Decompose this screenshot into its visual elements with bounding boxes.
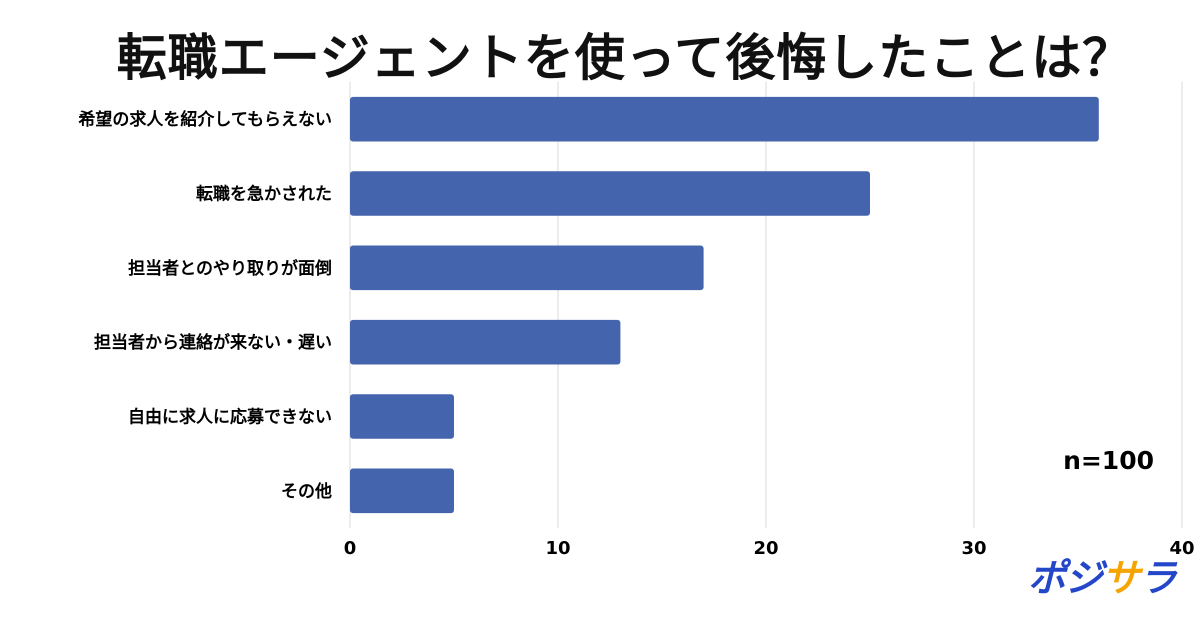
category-label: 自由に求人に応募できない: [128, 407, 332, 428]
logo-text-main: ポジ: [1027, 556, 1103, 600]
brand-logo: ポジサラ: [1027, 547, 1177, 602]
logo-text-end: ラ: [1138, 556, 1177, 600]
x-tick-label: 10: [545, 538, 570, 559]
sample-size-annotation: n=100: [1063, 446, 1154, 475]
x-tick-label: 0: [344, 538, 357, 559]
category-label: 担当者とのやり取りが面倒: [128, 258, 332, 279]
x-tick-label: 30: [961, 538, 986, 559]
bar: [350, 96, 1099, 142]
bar: [350, 171, 870, 216]
category-labels: 希望の求人を紹介してもらえない転職を急かされた担当者とのやり取りが面倒担当者から…: [78, 109, 332, 502]
gridlines: [349, 82, 1183, 528]
x-tick-labels: 0 10 20 30 40: [344, 538, 1195, 559]
logo-text-accent: サ: [1101, 556, 1140, 600]
bars: [350, 96, 1099, 514]
bar: [350, 468, 454, 514]
category-label: その他: [281, 481, 332, 502]
x-tick-label: 40: [1169, 538, 1194, 559]
x-tick-label: 20: [753, 538, 778, 559]
bar: [350, 319, 621, 365]
category-label: 担当者から連絡が来ない・遅い: [94, 332, 332, 353]
chart-title: 転職エージェントを使って後悔したことは？: [116, 29, 1134, 87]
bar: [350, 245, 704, 291]
bar: [350, 394, 454, 439]
category-label: 希望の求人を紹介してもらえない: [78, 109, 332, 130]
category-label: 転職を急かされた: [196, 184, 332, 205]
